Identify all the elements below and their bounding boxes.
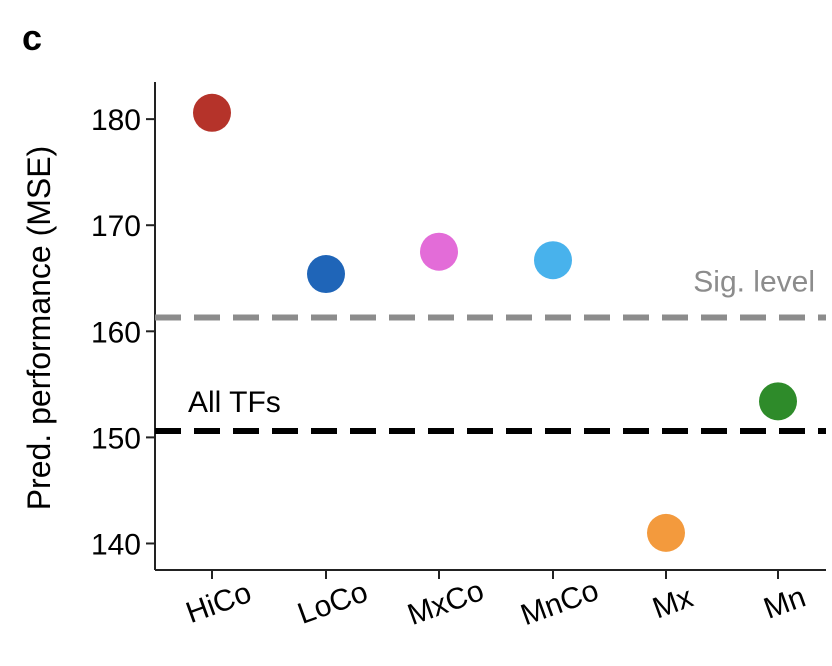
panel-letter: c xyxy=(22,17,42,58)
y-tick-label: 140 xyxy=(91,528,141,561)
y-tick-label: 160 xyxy=(91,316,141,349)
reference-label-sig-level: Sig. level xyxy=(693,266,815,299)
x-tick-label-mxco: MxCo xyxy=(403,574,488,632)
y-axis-title: Pred. performance (MSE) xyxy=(21,146,57,511)
x-ticks: HiCo LoCo MxCo MnCo Mx Mn xyxy=(182,570,810,632)
data-point-mn xyxy=(759,382,797,421)
data-point-mx xyxy=(647,513,685,552)
data-points xyxy=(193,93,797,552)
y-ticks: 140 150 160 170 180 xyxy=(91,104,155,561)
reference-label-all-tfs: All TFs xyxy=(188,386,281,419)
data-point-loco xyxy=(307,255,345,294)
reference-lines: Sig. level All TFs xyxy=(155,266,826,435)
y-tick-label: 180 xyxy=(91,104,141,137)
x-tick-label-mnco: MnCo xyxy=(517,574,603,632)
data-point-hico xyxy=(193,93,231,132)
y-tick-label: 170 xyxy=(91,210,141,243)
x-tick-label-loco: LoCo xyxy=(293,575,372,631)
data-point-mxco xyxy=(420,232,458,271)
x-tick-label-mn: Mn xyxy=(760,580,810,625)
x-tick-label-hico: HiCo xyxy=(182,576,256,630)
y-tick-label: 150 xyxy=(91,422,141,455)
x-tick-label-mx: Mx xyxy=(648,581,697,626)
data-point-mnco xyxy=(534,241,572,280)
